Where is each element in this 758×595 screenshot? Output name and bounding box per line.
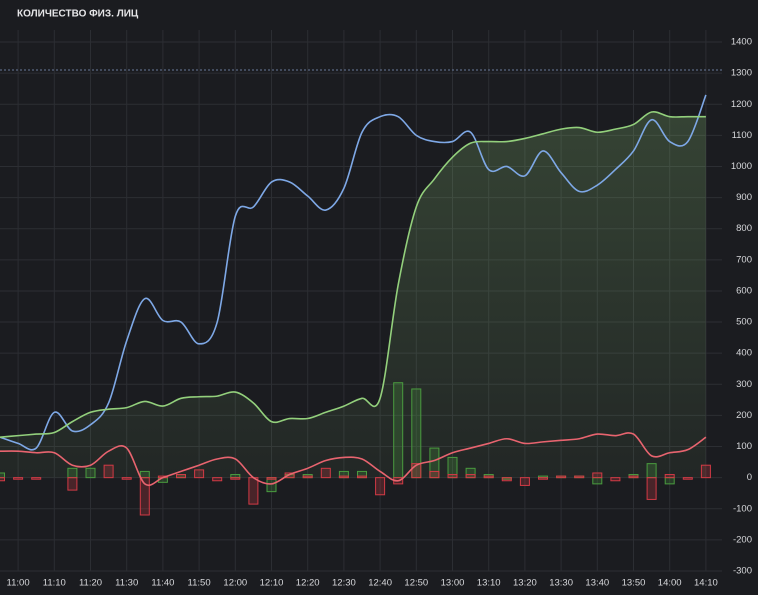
- bar: [0, 477, 5, 482]
- bar: [194, 469, 205, 479]
- bar: [375, 477, 386, 496]
- bar: [357, 475, 367, 479]
- bar: [411, 463, 422, 479]
- y-tick-label: 800: [736, 223, 752, 234]
- bar: [538, 477, 548, 480]
- x-tick-label: 13:30: [549, 578, 573, 589]
- line: [0, 111, 706, 438]
- y-tick-label: 500: [736, 317, 752, 328]
- bar: [0, 472, 5, 479]
- bar: [230, 477, 241, 480]
- x-tick-label: 11:50: [188, 578, 211, 589]
- bar: [320, 467, 331, 479]
- x-tick-label: 11:30: [115, 578, 138, 589]
- bar: [501, 477, 512, 482]
- chart-title: КОЛИЧЕСТВО ФИЗ. ЛИЦ: [17, 9, 139, 20]
- y-tick-label: 100: [736, 441, 752, 452]
- bar: [302, 475, 313, 479]
- bar: [646, 463, 657, 479]
- x-tick-label: 12:50: [404, 578, 428, 589]
- bar: [610, 477, 621, 482]
- y-tick-label: 1100: [732, 130, 752, 141]
- bar: [682, 477, 693, 480]
- y-tick-label: 600: [736, 285, 752, 296]
- bar: [121, 477, 132, 480]
- bar: [67, 477, 78, 491]
- y-tick-label: -200: [733, 534, 752, 545]
- y-tick-label: 1200: [731, 99, 752, 110]
- area: [0, 111, 706, 478]
- y-tick-label: 1000: [731, 161, 752, 172]
- bar: [13, 477, 24, 480]
- bar: [103, 464, 114, 479]
- x-tick-label: 13:40: [585, 578, 609, 589]
- bar: [465, 474, 476, 479]
- x-tick-label: 12:00: [223, 578, 247, 589]
- bar: [31, 477, 42, 480]
- x-tick-label: 11:00: [7, 578, 30, 589]
- bar: [447, 474, 458, 479]
- bar: [139, 477, 150, 516]
- line: [0, 94, 707, 451]
- bar: [519, 477, 530, 486]
- bar: [556, 475, 567, 479]
- bar: [212, 477, 223, 482]
- bar: [266, 477, 277, 480]
- y-tick-label: 200: [736, 410, 752, 421]
- x-tick-label: 11:20: [79, 578, 102, 589]
- bar: [248, 477, 259, 505]
- y-tick-label: 700: [736, 254, 752, 265]
- x-tick-label: 12:20: [296, 578, 320, 589]
- bar: [338, 475, 349, 479]
- x-tick-label: 12:10: [260, 578, 284, 589]
- x-tick-label: 14:00: [658, 578, 682, 589]
- y-tick-label: 0: [747, 472, 752, 483]
- x-tick-label: 14:10: [694, 578, 718, 589]
- bar: [176, 474, 186, 479]
- x-tick-label: 13:50: [622, 578, 646, 589]
- y-tick-label: -300: [733, 566, 752, 577]
- x-tick-label: 13:00: [441, 578, 465, 589]
- y-tick-label: -100: [733, 503, 752, 514]
- bar: [139, 470, 150, 479]
- bar: [592, 477, 603, 485]
- x-tick-label: 12:30: [332, 578, 356, 589]
- line: [0, 432, 707, 487]
- y-tick-label: 1400: [731, 37, 752, 48]
- x-tick-label: 13:10: [477, 578, 501, 589]
- bar: [393, 382, 404, 479]
- bar: [664, 474, 675, 479]
- bar: [429, 470, 440, 479]
- x-tick-label: 13:20: [513, 578, 537, 589]
- x-tick-label: 12:40: [368, 578, 392, 589]
- bar: [664, 477, 675, 485]
- x-tick-label: 11:10: [43, 578, 66, 589]
- bar: [483, 475, 494, 479]
- bar: [646, 477, 657, 500]
- bar: [67, 467, 78, 479]
- y-tick-label: 400: [736, 348, 752, 359]
- y-tick-label: 900: [736, 192, 752, 203]
- bar: [628, 475, 639, 479]
- bar: [574, 475, 585, 479]
- bar: [85, 467, 96, 479]
- y-tick-label: 1300: [731, 68, 752, 79]
- bar: [592, 472, 603, 479]
- x-tick-label: 11:40: [151, 578, 174, 589]
- bar: [700, 464, 711, 479]
- y-tick-label: 300: [736, 379, 752, 390]
